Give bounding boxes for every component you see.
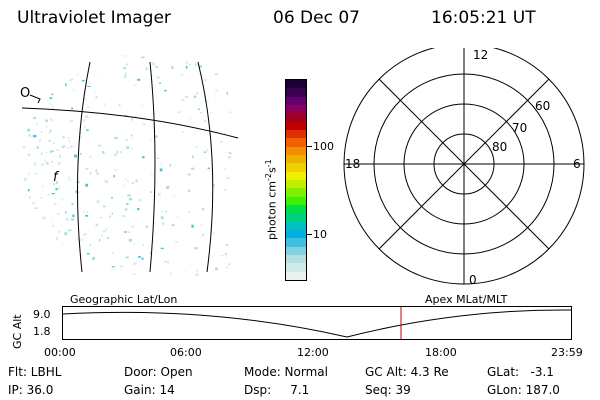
- coast-mark-o: O: [20, 86, 30, 101]
- status-glon: GLon: 187.0: [487, 383, 560, 397]
- timeline-x-tick-1800: 18:00: [425, 346, 457, 359]
- longitude-line: [197, 61, 214, 273]
- colorbar-segment: [286, 188, 306, 197]
- colorbar: [285, 79, 307, 281]
- status-dsp: Dsp: 7.1: [244, 383, 310, 397]
- timeline-y-tick-top: 9.0: [33, 308, 51, 321]
- altitude-curve[interactable]: [62, 309, 572, 338]
- coastline-fragment: [29, 94, 41, 104]
- colorbar-segment: [286, 80, 306, 89]
- timeline-plot: [62, 306, 572, 340]
- date-label: 06 Dec 07: [273, 8, 360, 28]
- status-mode: Mode: Normal: [244, 365, 328, 379]
- mlt-label-6: 6: [573, 157, 581, 171]
- instrument-title: Ultraviolet Imager: [17, 8, 171, 28]
- colorbar-tick-10: 10: [313, 228, 327, 241]
- polar-diagonal: [378, 78, 550, 250]
- colorbar-segment: [286, 263, 306, 272]
- longitude-line: [77, 61, 91, 273]
- colorbar-unit-label: photon cm-2s-1: [264, 159, 279, 240]
- colorbar-segment: [286, 113, 306, 122]
- status-filter: Flt: LBHL: [8, 365, 62, 379]
- status-seq: Seq: 39: [365, 383, 411, 397]
- colorbar-segment: [286, 221, 306, 230]
- mlat-label-80: 80: [492, 140, 507, 154]
- colorbar-segment: [286, 246, 306, 255]
- timeline-y-tick-bottom: 1.8: [33, 325, 51, 338]
- timeline-x-tick-2359: 23:59: [551, 346, 583, 359]
- timeline-right-label: Apex MLat/MLT: [425, 293, 508, 306]
- colorbar-segment: [286, 121, 306, 130]
- time-label: 16:05:21 UT: [431, 8, 536, 28]
- status-door: Door: Open: [124, 365, 193, 379]
- colorbar-segment: [286, 229, 306, 239]
- colorbar-segment: [286, 96, 306, 105]
- geo-image-panel: O f: [20, 52, 239, 280]
- polar-plot: 12 0 18 6 60 70 80: [343, 48, 585, 287]
- timeline-x-tick-1200: 12:00: [297, 346, 329, 359]
- uv-emission-speckles: [22, 52, 233, 280]
- colorbar-segment: [286, 129, 306, 139]
- colorbar-segment: [286, 204, 306, 214]
- mlat-label-60: 60: [535, 99, 550, 113]
- colorbar-segment: [286, 154, 306, 164]
- colorbar-segment: [286, 196, 306, 205]
- status-gc-alt: GC Alt: 4.3 Re: [365, 365, 449, 379]
- colorbar-segment: [286, 88, 306, 97]
- status-glat: GLat: -3.1: [487, 365, 554, 379]
- colorbar-segment: [286, 179, 306, 189]
- colorbar-segment: [286, 171, 306, 180]
- mlt-label-0: 0: [469, 273, 477, 287]
- mlt-label-18: 18: [345, 157, 360, 171]
- colorbar-segment: [286, 238, 306, 247]
- timeline-x-tick-0000: 00:00: [44, 346, 76, 359]
- colorbar-segment: [286, 163, 306, 172]
- mlt-label-12: 12: [473, 48, 488, 62]
- mlat-label-70: 70: [512, 121, 527, 135]
- timeline-frame: [62, 306, 572, 340]
- timeline-left-label: Geographic Lat/Lon: [70, 293, 178, 306]
- colorbar-segment: [286, 146, 306, 155]
- colorbar-tick: [306, 234, 312, 235]
- colorbar-segment: [286, 254, 306, 264]
- colorbar-segment: [286, 104, 306, 114]
- colorbar-tick-100: 100: [313, 140, 334, 153]
- colorbar-segment: [286, 213, 306, 222]
- status-ip: IP: 36.0: [8, 383, 54, 397]
- timeline-y-label: GC Alt: [11, 314, 24, 349]
- colorbar-segment: [286, 138, 306, 147]
- colorbar-tick: [306, 146, 312, 147]
- status-gain: Gain: 14: [124, 383, 175, 397]
- longitude-line: [149, 61, 156, 273]
- colorbar-segment: [286, 271, 306, 280]
- timeline-x-tick-0600: 06:00: [170, 346, 202, 359]
- latitude-line: [21, 107, 239, 139]
- coast-mark-f: f: [53, 170, 60, 185]
